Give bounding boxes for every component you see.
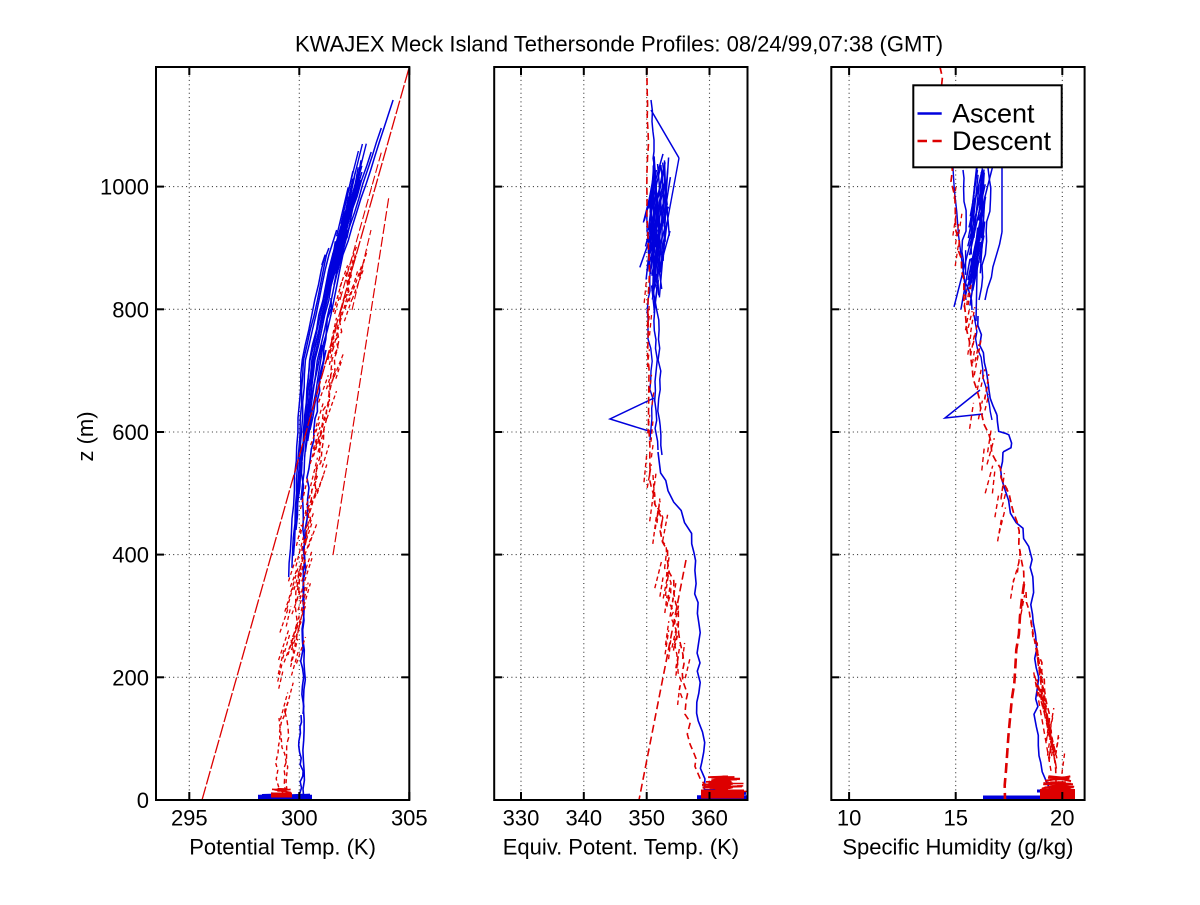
svg-text:200: 200	[112, 665, 149, 690]
svg-text:15: 15	[943, 806, 967, 831]
svg-text:800: 800	[112, 297, 149, 322]
svg-text:360: 360	[691, 806, 728, 831]
svg-text:400: 400	[112, 543, 149, 568]
svg-text:20: 20	[1050, 806, 1074, 831]
svg-text:330: 330	[503, 806, 540, 831]
svg-text:Potential Temp. (K): Potential Temp. (K)	[189, 835, 376, 860]
svg-text:300: 300	[281, 806, 318, 831]
svg-text:1000: 1000	[100, 175, 149, 200]
svg-text:10: 10	[837, 806, 861, 831]
svg-text:600: 600	[112, 420, 149, 445]
svg-text:305: 305	[391, 806, 428, 831]
svg-text:z (m): z (m)	[73, 411, 98, 461]
svg-text:Specific Humidity (g/kg): Specific Humidity (g/kg)	[842, 835, 1073, 860]
svg-text:Descent: Descent	[952, 126, 1052, 156]
svg-text:0: 0	[137, 788, 149, 813]
svg-text:295: 295	[171, 806, 208, 831]
svg-text:KWAJEX Meck Island Tethersonde: KWAJEX Meck Island Tethersonde Profiles:…	[295, 32, 943, 57]
svg-text:Ascent: Ascent	[952, 99, 1035, 129]
svg-text:340: 340	[565, 806, 602, 831]
svg-text:Equiv. Potent. Temp. (K): Equiv. Potent. Temp. (K)	[503, 835, 739, 860]
svg-text:350: 350	[628, 806, 665, 831]
